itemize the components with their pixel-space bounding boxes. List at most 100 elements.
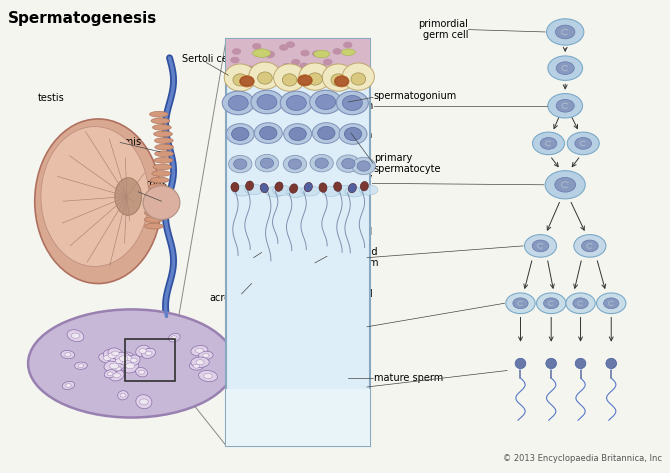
Ellipse shape (112, 365, 125, 373)
Ellipse shape (74, 362, 87, 369)
Ellipse shape (65, 352, 71, 357)
Ellipse shape (314, 50, 330, 58)
Text: primordial
germ cell: primordial germ cell (419, 19, 468, 40)
Ellipse shape (283, 156, 307, 173)
Ellipse shape (108, 348, 123, 359)
Ellipse shape (111, 356, 127, 366)
Text: Sertoli cell: Sertoli cell (182, 54, 233, 64)
Ellipse shape (145, 203, 163, 209)
Circle shape (566, 293, 595, 314)
Ellipse shape (576, 358, 586, 368)
Ellipse shape (234, 159, 247, 169)
Circle shape (573, 298, 588, 309)
Ellipse shape (546, 358, 557, 368)
Text: secondary
spermatocyte: secondary spermatocyte (299, 248, 367, 270)
Ellipse shape (316, 95, 336, 110)
Ellipse shape (120, 394, 126, 397)
Circle shape (298, 76, 312, 85)
Ellipse shape (222, 91, 255, 115)
Ellipse shape (282, 74, 297, 86)
Ellipse shape (112, 351, 119, 356)
Circle shape (548, 94, 582, 118)
Ellipse shape (286, 96, 306, 111)
Ellipse shape (359, 185, 378, 195)
Ellipse shape (310, 90, 342, 114)
Circle shape (525, 235, 557, 257)
Ellipse shape (339, 123, 367, 144)
Ellipse shape (144, 217, 163, 222)
Ellipse shape (342, 158, 355, 169)
Ellipse shape (348, 184, 356, 193)
Ellipse shape (341, 49, 355, 55)
Ellipse shape (66, 384, 72, 387)
Ellipse shape (131, 358, 137, 362)
Ellipse shape (334, 76, 349, 87)
Circle shape (596, 293, 626, 314)
Ellipse shape (322, 64, 354, 91)
Circle shape (537, 293, 566, 314)
Ellipse shape (67, 330, 84, 342)
Ellipse shape (35, 119, 161, 283)
Circle shape (300, 50, 310, 56)
Ellipse shape (299, 63, 331, 90)
Ellipse shape (191, 357, 209, 368)
Circle shape (251, 65, 261, 72)
Ellipse shape (280, 91, 312, 115)
Text: Spermatogenesis: Spermatogenesis (8, 11, 157, 26)
Circle shape (506, 293, 535, 314)
Ellipse shape (41, 127, 149, 266)
Ellipse shape (149, 112, 168, 117)
Ellipse shape (273, 64, 306, 91)
Ellipse shape (191, 346, 208, 356)
Text: spermatid
cytoplasm: spermatid cytoplasm (328, 247, 379, 269)
Circle shape (318, 64, 327, 70)
Circle shape (556, 62, 574, 75)
Ellipse shape (62, 381, 75, 389)
Circle shape (291, 59, 300, 66)
Ellipse shape (194, 364, 200, 368)
Text: spermatids: spermatids (312, 324, 367, 333)
Ellipse shape (322, 186, 340, 196)
Ellipse shape (151, 118, 170, 123)
Ellipse shape (319, 183, 327, 193)
Ellipse shape (116, 359, 123, 363)
Circle shape (303, 65, 312, 71)
Circle shape (241, 77, 254, 86)
Circle shape (582, 240, 598, 252)
Text: epididymis: epididymis (88, 138, 141, 148)
Ellipse shape (232, 186, 251, 196)
Circle shape (545, 171, 585, 199)
Ellipse shape (155, 144, 174, 150)
Circle shape (556, 99, 574, 112)
Ellipse shape (289, 127, 306, 140)
Ellipse shape (154, 158, 173, 163)
Ellipse shape (109, 370, 124, 381)
Ellipse shape (126, 363, 135, 369)
Ellipse shape (198, 370, 218, 382)
Circle shape (323, 59, 332, 65)
Ellipse shape (337, 185, 356, 196)
FancyBboxPatch shape (226, 39, 370, 73)
Text: testis: testis (38, 93, 65, 103)
Circle shape (555, 177, 576, 192)
Circle shape (540, 138, 557, 149)
Ellipse shape (190, 362, 204, 370)
Ellipse shape (118, 391, 128, 400)
Ellipse shape (304, 183, 312, 192)
Ellipse shape (124, 356, 132, 361)
Ellipse shape (260, 158, 273, 168)
Ellipse shape (155, 138, 173, 143)
Ellipse shape (249, 62, 281, 89)
Ellipse shape (275, 182, 283, 192)
Ellipse shape (265, 187, 284, 197)
Ellipse shape (107, 372, 113, 376)
Text: mature sperm: mature sperm (297, 383, 367, 393)
Ellipse shape (120, 352, 135, 365)
Ellipse shape (345, 187, 364, 197)
Ellipse shape (351, 73, 366, 85)
Ellipse shape (289, 184, 297, 193)
Ellipse shape (352, 157, 375, 175)
Ellipse shape (103, 356, 111, 360)
Ellipse shape (146, 197, 165, 202)
Ellipse shape (255, 123, 282, 143)
